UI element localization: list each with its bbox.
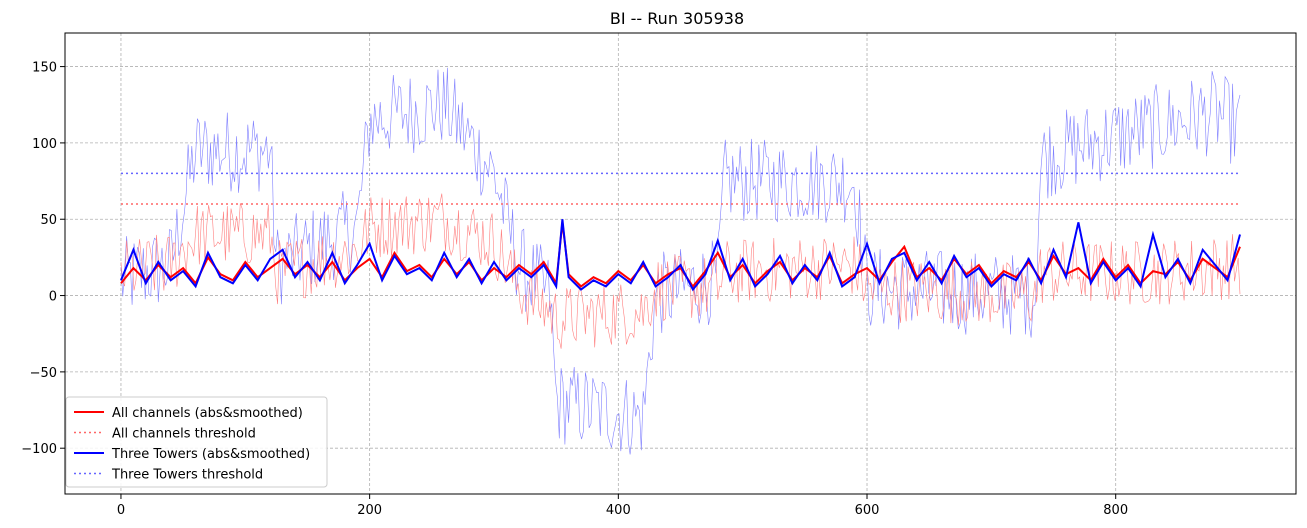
y-tick-label: 150: [32, 61, 57, 76]
series-lines: [120, 172, 1241, 292]
x-tick-label: 800: [1103, 503, 1128, 518]
raw-signal-lines: [120, 67, 1241, 455]
raw-towers-line: [120, 67, 1241, 455]
y-axis: −100 −50 0 50 100 150: [21, 61, 65, 457]
legend-label: Three Towers (abs&smoothed): [111, 447, 310, 462]
series-line-2: [120, 219, 1241, 292]
x-tick-label: 600: [855, 503, 880, 518]
legend: All channels (abs&smoothed) All channels …: [65, 396, 328, 488]
y-tick-label: −50: [30, 366, 57, 381]
y-tick-label: 50: [40, 213, 57, 228]
x-tick-label: 400: [606, 503, 631, 518]
x-tick-label: 200: [357, 503, 382, 518]
y-tick-label: 0: [49, 290, 57, 305]
y-tick-label: −100: [21, 442, 57, 457]
x-axis: 0 200 400 600 800: [117, 494, 1128, 518]
legend-box: [65, 396, 328, 488]
chart-title: BI -- Run 305938: [610, 9, 744, 28]
legend-label: Three Towers threshold: [111, 468, 263, 483]
y-tick-label: 100: [32, 137, 57, 152]
legend-label: All channels threshold: [112, 427, 256, 442]
plot-frame: [64, 32, 1297, 495]
legend-label: All channels (abs&smoothed): [112, 406, 303, 421]
x-tick-label: 0: [117, 503, 125, 518]
